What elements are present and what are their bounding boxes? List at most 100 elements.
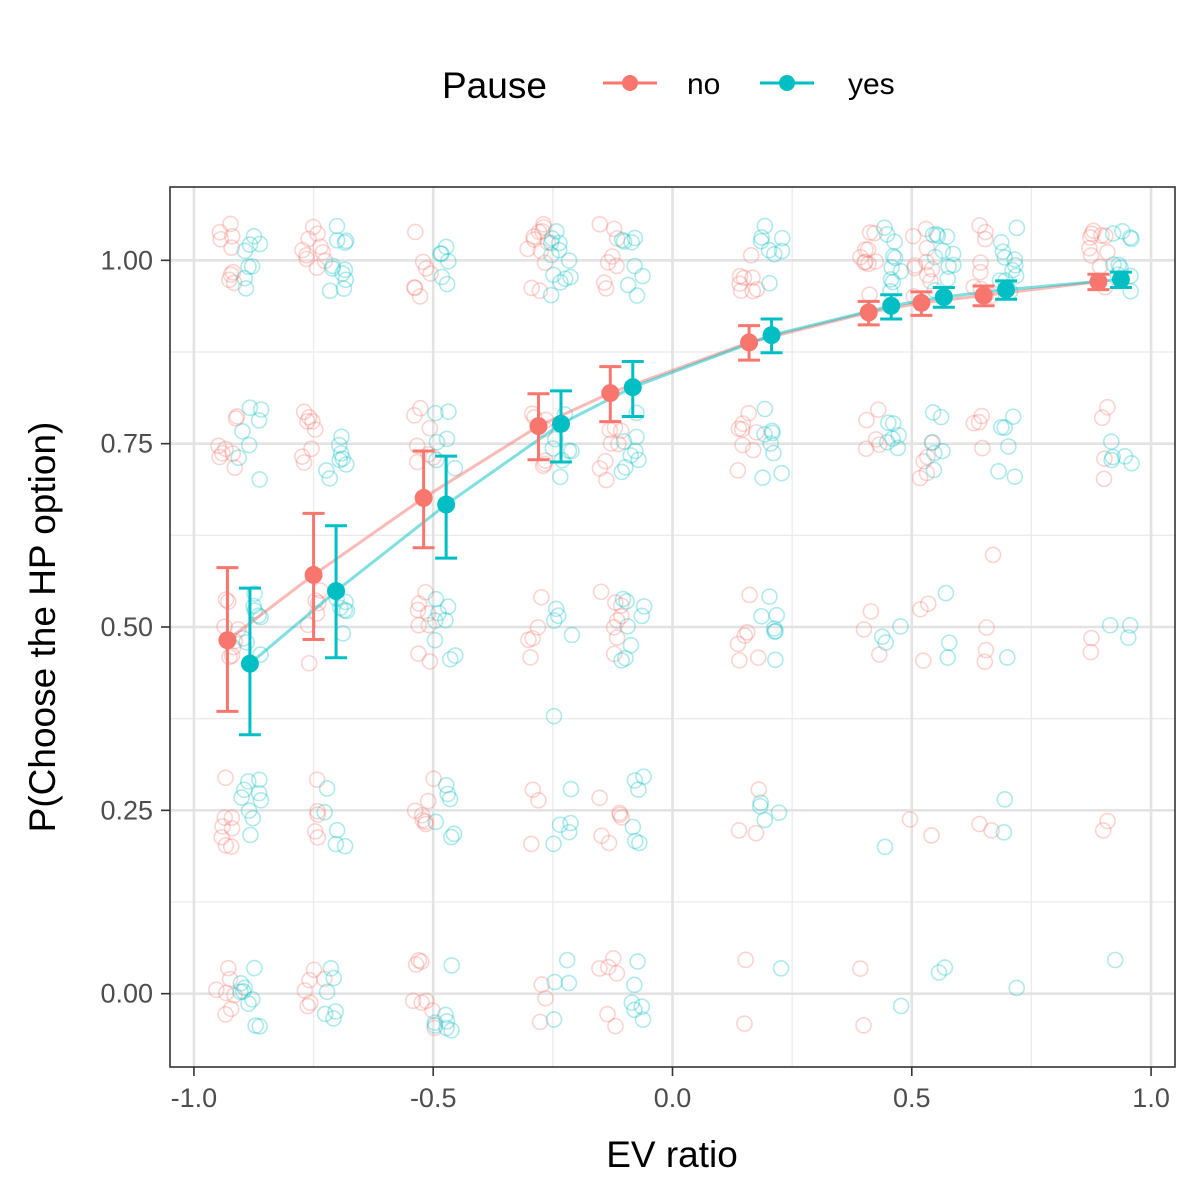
raw-point-yes	[430, 604, 447, 622]
raw-point-yes	[560, 974, 578, 992]
raw-point-no	[599, 254, 617, 271]
raw-point-no	[222, 1000, 240, 1018]
raw-point-yes	[753, 229, 770, 246]
grid-major	[170, 187, 1175, 1067]
raw-point-yes	[937, 584, 955, 602]
raw-point-yes	[924, 226, 942, 244]
raw-point-yes	[884, 273, 902, 291]
raw-point-no	[977, 223, 994, 241]
raw-point-no	[741, 586, 758, 604]
raw-point-no	[917, 220, 935, 238]
raw-point-no	[740, 404, 758, 422]
raw-point-no	[522, 649, 539, 666]
raw-point-no	[1097, 227, 1114, 245]
raw-point-yes	[234, 983, 252, 1000]
raw-point-yes	[932, 408, 950, 426]
raw-point-yes	[613, 463, 631, 481]
raw-point-yes	[232, 983, 249, 1001]
raw-point-yes	[542, 234, 560, 252]
raw-point-no	[977, 641, 995, 659]
raw-point-no	[316, 252, 334, 270]
raw-point-yes	[1104, 448, 1122, 466]
mean-point-yes	[934, 288, 953, 306]
raw-point-yes	[634, 267, 651, 285]
raw-point-yes	[1122, 282, 1140, 300]
raw-point-no	[224, 445, 242, 462]
raw-point-no	[312, 238, 329, 256]
raw-point-yes	[635, 598, 653, 615]
raw-point-no	[1093, 409, 1111, 427]
raw-point-yes	[330, 436, 348, 454]
raw-point-no	[220, 271, 238, 289]
raw-point-yes	[936, 959, 954, 976]
raw-point-no	[605, 618, 623, 636]
raw-point-yes	[617, 459, 634, 476]
raw-point-no	[421, 419, 439, 437]
y-tick-label: 0.00	[100, 979, 153, 1009]
raw-point-yes	[630, 781, 647, 798]
raw-point-no	[300, 230, 317, 248]
raw-point-no	[901, 811, 919, 828]
raw-point-yes	[427, 404, 444, 422]
raw-point-yes	[992, 234, 1010, 251]
raw-point-no	[866, 224, 883, 242]
raw-point-yes	[426, 1017, 444, 1034]
raw-point-no	[301, 994, 319, 1012]
raw-point-yes	[884, 415, 902, 432]
raw-point-yes	[324, 257, 342, 275]
raw-point-no	[1081, 239, 1098, 257]
raw-point-no	[225, 274, 243, 292]
raw-point-no	[222, 838, 240, 855]
raw-point-yes	[438, 1019, 455, 1037]
raw-point-no	[224, 263, 242, 281]
raw-point-yes	[878, 433, 896, 451]
raw-point-no	[417, 813, 434, 830]
raw-point-yes	[242, 826, 259, 844]
raw-point-yes	[924, 433, 941, 451]
raw-point-yes	[761, 274, 778, 292]
raw-point-no	[308, 771, 326, 788]
raw-point-yes	[996, 249, 1014, 266]
raw-point-no	[525, 231, 543, 248]
raw-point-yes	[327, 835, 345, 853]
raw-point-yes	[545, 612, 563, 629]
raw-point-no	[973, 407, 990, 425]
raw-point-no	[309, 829, 327, 846]
y-axis: 0.00 0.25 0.50 0.75 1.00	[100, 245, 170, 1009]
raw-point-no	[736, 1015, 753, 1032]
raw-point-yes	[926, 248, 944, 266]
raw-point-yes	[545, 835, 562, 853]
raw-point-no	[608, 257, 625, 275]
raw-point-no	[214, 818, 231, 835]
raw-point-no	[539, 234, 557, 251]
raw-point-yes	[318, 780, 336, 797]
raw-point-no	[731, 652, 748, 669]
raw-point-no	[298, 250, 316, 268]
raw-point-yes	[996, 419, 1013, 436]
raw-point-yes	[440, 253, 457, 270]
raw-point-no	[309, 225, 326, 243]
raw-point-yes	[551, 816, 569, 834]
raw-point-yes	[930, 964, 948, 981]
raw-point-no	[1083, 629, 1100, 647]
raw-point-yes	[770, 804, 788, 821]
raw-point-yes	[760, 241, 778, 259]
raw-point-yes	[443, 1021, 460, 1039]
raw-point-yes	[622, 447, 640, 464]
raw-point-yes	[766, 623, 783, 640]
legend-key-point-no	[622, 75, 638, 91]
raw-point-no	[531, 282, 549, 300]
y-axis-title: P(Choose the HP option)	[22, 422, 63, 833]
raw-point-yes	[426, 631, 444, 649]
raw-point-no	[420, 616, 438, 634]
raw-point-no	[591, 460, 609, 477]
raw-point-no	[212, 230, 230, 248]
raw-point-yes	[337, 232, 355, 250]
raw-point-yes	[1103, 433, 1120, 450]
raw-point-no	[923, 260, 941, 278]
raw-point-yes	[552, 274, 569, 291]
raw-point-yes	[438, 430, 456, 448]
raw-point-yes	[766, 620, 783, 637]
raw-point-yes	[251, 235, 269, 253]
raw-point-no	[983, 822, 1000, 839]
